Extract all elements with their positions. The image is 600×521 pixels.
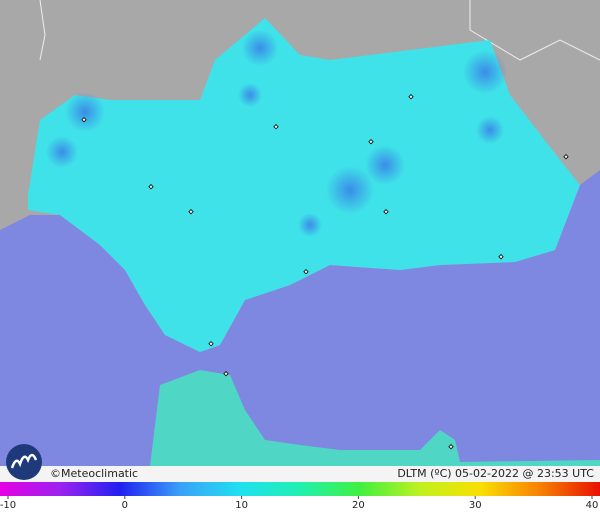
credit: ©Meteoclimatic [50,467,138,480]
andalusia [28,18,580,352]
sea [0,170,600,466]
scale-ticks: -10 0 10 20 30 40 [0,496,598,511]
logo [6,444,42,480]
stations [81,94,569,450]
scale-tick-label: 30 [469,500,482,511]
morocco [150,370,600,466]
border [469,0,600,61]
scale-tick-label: 20 [352,500,365,511]
border [39,0,46,61]
scale-tick-label: 10 [235,500,248,511]
cold-spots [46,30,507,237]
scale-tick-label: -10 [0,500,16,511]
scale-tick-label: 40 [586,500,599,511]
caption: DLTM (ºC) 05-02-2022 @ 23:53 UTC [397,467,594,480]
scale-tick-label: 0 [122,500,128,511]
color-scale [0,482,600,496]
caption-bar [0,466,600,482]
